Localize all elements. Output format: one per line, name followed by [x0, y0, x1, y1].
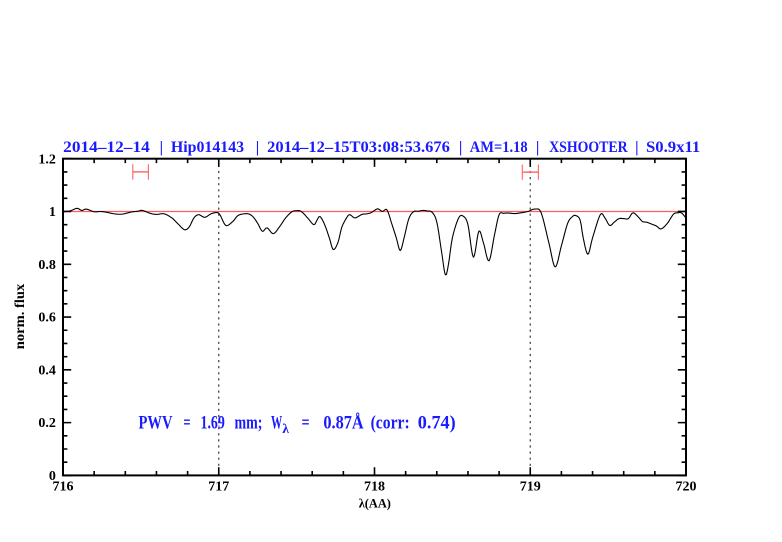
- svg-text:1.69: 1.69: [201, 413, 225, 434]
- svg-text:λ(AA): λ(AA): [359, 495, 391, 510]
- svg-text:|: |: [459, 139, 462, 156]
- svg-text:S0.9x11: S0.9x11: [646, 139, 700, 156]
- svg-text:|: |: [635, 139, 638, 156]
- svg-text:λ: λ: [282, 421, 289, 436]
- svg-text:1.2: 1.2: [38, 152, 56, 167]
- svg-text:0.8: 0.8: [38, 258, 56, 273]
- svg-text:0.4: 0.4: [38, 363, 56, 378]
- svg-text:0.6: 0.6: [38, 311, 56, 326]
- svg-text:AM=1.18: AM=1.18: [470, 139, 528, 156]
- svg-text:2014–12–15T03:08:53.676: 2014–12–15T03:08:53.676: [267, 139, 450, 156]
- svg-text:norm. flux: norm. flux: [13, 284, 28, 350]
- svg-text:2014–12–14: 2014–12–14: [63, 139, 150, 156]
- svg-text:719: 719: [520, 480, 541, 495]
- svg-text:(corr:: (corr:: [371, 413, 410, 434]
- svg-text:0: 0: [49, 469, 56, 484]
- svg-text:|: |: [536, 139, 539, 156]
- svg-text:XSHOOTER: XSHOOTER: [549, 139, 628, 156]
- svg-text:0.2: 0.2: [38, 416, 56, 431]
- svg-text:|: |: [256, 139, 259, 156]
- svg-text:|: |: [160, 139, 163, 156]
- svg-text:mm;: mm;: [235, 413, 263, 434]
- svg-text:0.87Å: 0.87Å: [323, 413, 364, 434]
- svg-text:PWV: PWV: [139, 413, 173, 434]
- svg-text:=: =: [183, 413, 190, 434]
- svg-text:716: 716: [53, 480, 74, 495]
- svg-text:Hip014143: Hip014143: [171, 139, 244, 156]
- svg-text:720: 720: [676, 480, 697, 495]
- svg-text:W: W: [271, 413, 282, 434]
- svg-text:718: 718: [364, 480, 385, 495]
- svg-text:0.74): 0.74): [418, 413, 456, 434]
- svg-text:1: 1: [49, 205, 56, 220]
- svg-text:=: =: [302, 413, 310, 434]
- svg-text:717: 717: [208, 480, 229, 495]
